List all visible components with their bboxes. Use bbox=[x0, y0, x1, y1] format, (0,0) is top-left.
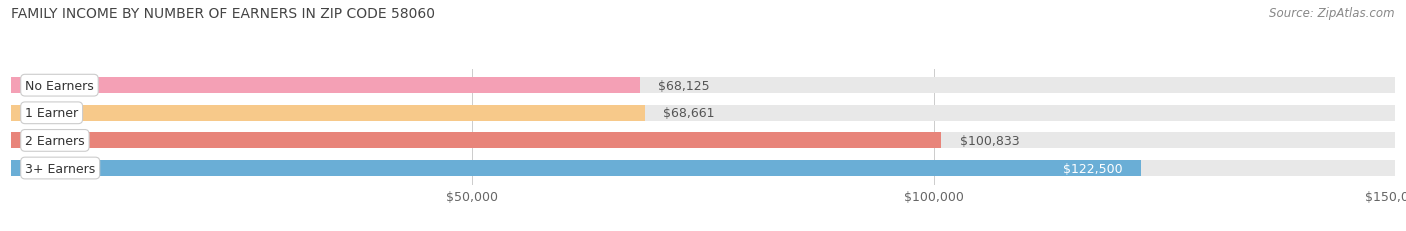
Text: $68,661: $68,661 bbox=[664, 107, 714, 120]
Text: 2 Earners: 2 Earners bbox=[25, 134, 84, 147]
Bar bbox=[11, 78, 1395, 94]
Text: $100,833: $100,833 bbox=[960, 134, 1019, 147]
Bar bbox=[11, 105, 1395, 121]
Bar bbox=[11, 105, 644, 121]
Text: 1 Earner: 1 Earner bbox=[25, 107, 79, 120]
Bar bbox=[11, 133, 1395, 149]
Text: No Earners: No Earners bbox=[25, 79, 94, 92]
Text: 3+ Earners: 3+ Earners bbox=[25, 162, 96, 175]
Text: Source: ZipAtlas.com: Source: ZipAtlas.com bbox=[1270, 7, 1395, 20]
Bar bbox=[11, 133, 941, 149]
Bar bbox=[11, 160, 1142, 176]
Text: FAMILY INCOME BY NUMBER OF EARNERS IN ZIP CODE 58060: FAMILY INCOME BY NUMBER OF EARNERS IN ZI… bbox=[11, 7, 436, 21]
Bar bbox=[11, 78, 640, 94]
Bar bbox=[11, 160, 1395, 176]
Text: $122,500: $122,500 bbox=[1063, 162, 1122, 175]
Text: $68,125: $68,125 bbox=[658, 79, 710, 92]
